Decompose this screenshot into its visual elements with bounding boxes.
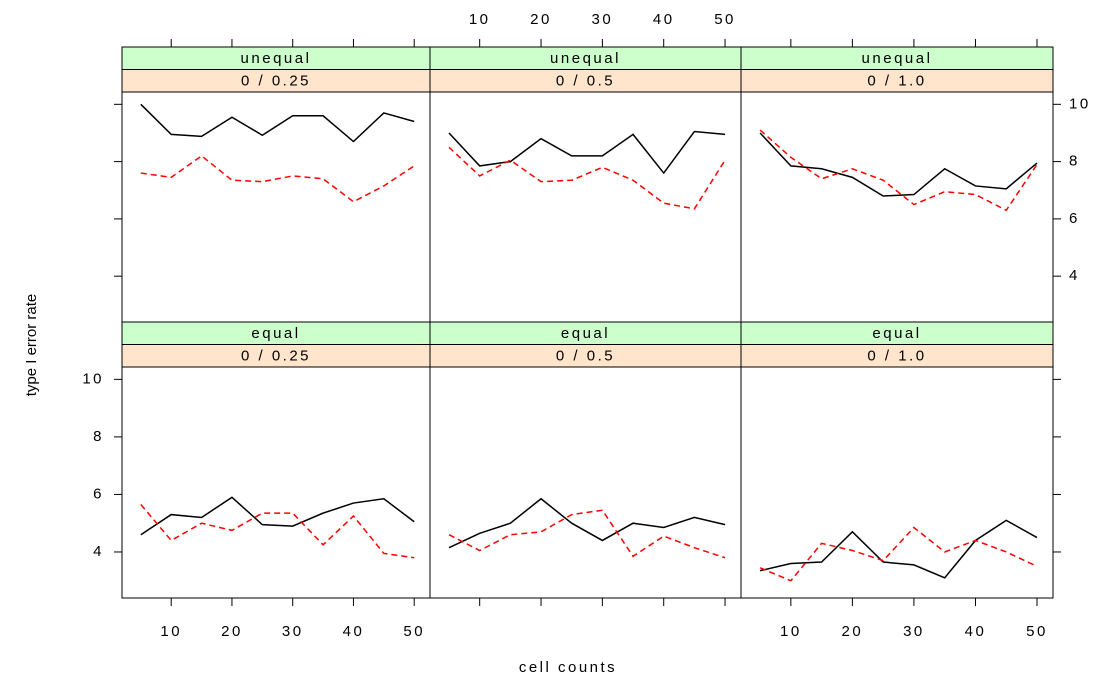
strip-label: unequal — [241, 50, 312, 67]
strip-label: 0 / 0.5 — [556, 73, 615, 90]
x-tick-label: 30 — [903, 623, 925, 640]
series-line — [448, 509, 726, 559]
series-line — [759, 132, 1038, 197]
series-line — [140, 496, 415, 536]
series-line — [759, 526, 1038, 582]
x-tick-label: 30 — [282, 623, 304, 640]
y-tick-label: 10 — [82, 370, 104, 387]
y-tick-label: 4 — [1069, 267, 1080, 284]
strip-label: equal — [872, 325, 921, 342]
series-line — [448, 146, 726, 210]
series-line — [759, 519, 1038, 579]
panel-frame — [740, 91, 1054, 323]
panel-frame — [429, 366, 742, 599]
x-tick-label: 10 — [160, 623, 182, 640]
panel-frame — [121, 366, 431, 599]
strip-label: 0 / 1.0 — [867, 348, 926, 365]
x-tick-label: 40 — [965, 623, 987, 640]
strip-label: unequal — [550, 50, 621, 67]
x-tick-label: 50 — [1026, 623, 1048, 640]
y-tick-label: 10 — [1069, 95, 1091, 112]
x-tick-label: 20 — [530, 11, 552, 28]
x-tick-label: 40 — [343, 623, 365, 640]
series-line — [140, 504, 415, 559]
x-tick-label: 50 — [403, 623, 425, 640]
strip-label: 0 / 0.25 — [241, 73, 311, 90]
series-line — [140, 103, 415, 143]
y-tick-label: 8 — [1069, 153, 1080, 170]
x-axis-title: cell counts — [519, 659, 617, 676]
strip-label: unequal — [862, 50, 933, 67]
strip-label: 0 / 1.0 — [867, 73, 926, 90]
x-tick-label: 30 — [592, 11, 614, 28]
x-tick-label: 40 — [653, 11, 675, 28]
x-tick-label: 20 — [842, 623, 864, 640]
panel-frame — [740, 366, 1054, 599]
series-line — [448, 130, 726, 175]
y-tick-label: 6 — [93, 485, 104, 502]
strip-label: 0 / 0.25 — [241, 348, 311, 365]
y-tick-label: 4 — [93, 543, 104, 560]
x-tick-label: 20 — [221, 623, 243, 640]
series-line — [140, 154, 415, 203]
y-tick-label: 6 — [1069, 210, 1080, 227]
x-tick-label: 10 — [469, 11, 491, 28]
y-axis-title: type I error rate — [23, 294, 40, 397]
series-line — [448, 497, 726, 549]
strip-label: 0 / 0.5 — [556, 348, 615, 365]
y-tick-label: 8 — [93, 428, 104, 445]
series-line — [759, 129, 1038, 212]
panel-frame — [429, 91, 742, 323]
strip-label: equal — [561, 325, 610, 342]
x-tick-label: 10 — [780, 623, 802, 640]
x-tick-label: 50 — [714, 11, 736, 28]
strip-label: equal — [251, 325, 300, 342]
